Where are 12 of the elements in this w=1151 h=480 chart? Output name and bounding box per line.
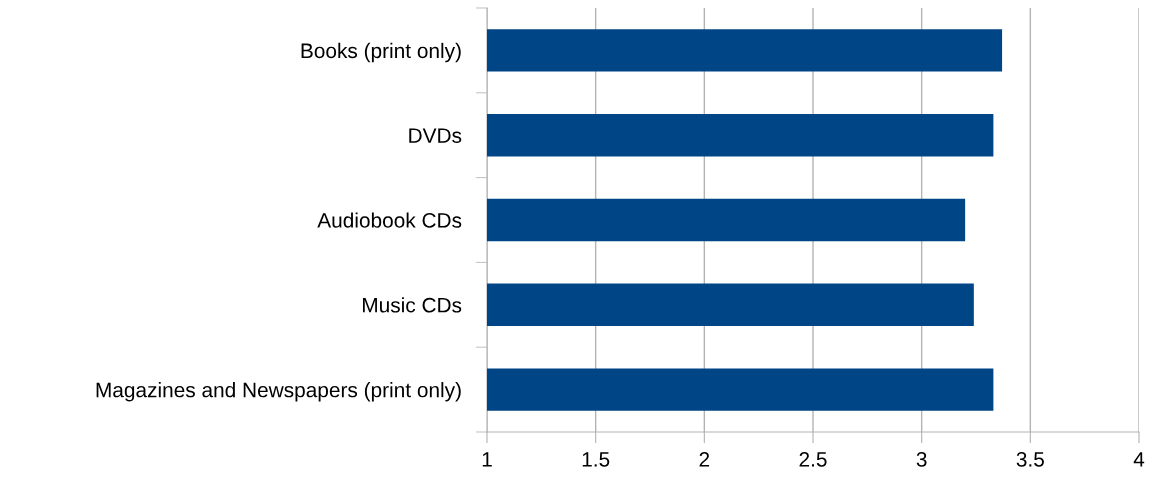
x-tick-label: 4 xyxy=(1133,452,1145,467)
x-tick-label: 1.5 xyxy=(582,452,610,467)
x-tick-label: 3 xyxy=(916,451,927,467)
x-tick-label: 1 xyxy=(482,452,492,467)
y-tick-label: Music CDs xyxy=(363,297,462,313)
x-tick-label: 2 xyxy=(699,451,710,467)
y-tick-label: Audiobook CDs xyxy=(317,212,462,228)
x-tick-label: 2.5 xyxy=(799,451,827,467)
y-tick-label: Books (print only) xyxy=(301,42,461,63)
y-tick-label: DVDs xyxy=(409,128,462,143)
x-tick-label: 3.5 xyxy=(1016,451,1044,467)
y-tick-label: Magazines and Newspapers (print only) xyxy=(96,382,461,402)
